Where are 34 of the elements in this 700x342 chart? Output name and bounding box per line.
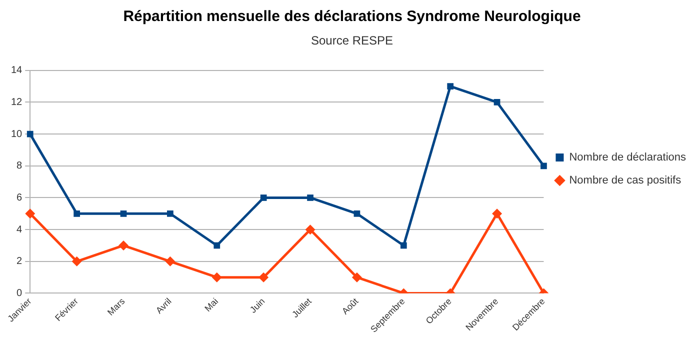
point (120, 210, 127, 217)
point (494, 99, 500, 106)
point (352, 272, 362, 282)
y-tick-label: 0 (16, 288, 23, 299)
chart-subtitle: Source RESPE (310, 34, 394, 48)
y-tick-label: 10 (11, 128, 23, 140)
point (72, 256, 82, 266)
point (305, 224, 316, 235)
legend-label: Nombre de cas positifs (569, 174, 682, 187)
point (307, 194, 314, 201)
y-tick-label: 12 (11, 96, 23, 108)
point (354, 210, 360, 217)
point (167, 210, 174, 217)
y-tick-label: 2 (16, 256, 23, 268)
point (447, 83, 454, 90)
point (260, 194, 267, 201)
point (400, 242, 407, 249)
y-tick-label: 6 (16, 192, 23, 204)
y-tick-label: 14 (11, 65, 23, 76)
legend-label: Nombre de déclarations (569, 152, 686, 164)
point (214, 242, 220, 249)
point (492, 208, 502, 219)
point (540, 162, 547, 170)
y-tick-label: 4 (16, 224, 23, 236)
point (212, 272, 222, 282)
point (74, 210, 80, 217)
point (118, 240, 129, 250)
point (25, 208, 36, 219)
point (258, 272, 269, 282)
x-tick-label: Juin (248, 296, 267, 315)
x-tick-label: Mai (202, 296, 220, 314)
chart-title: Répartition mensuelle des déclarations Syndrome Neurologique (123, 8, 581, 26)
point (165, 256, 176, 266)
y-tick-label: 8 (16, 160, 23, 172)
